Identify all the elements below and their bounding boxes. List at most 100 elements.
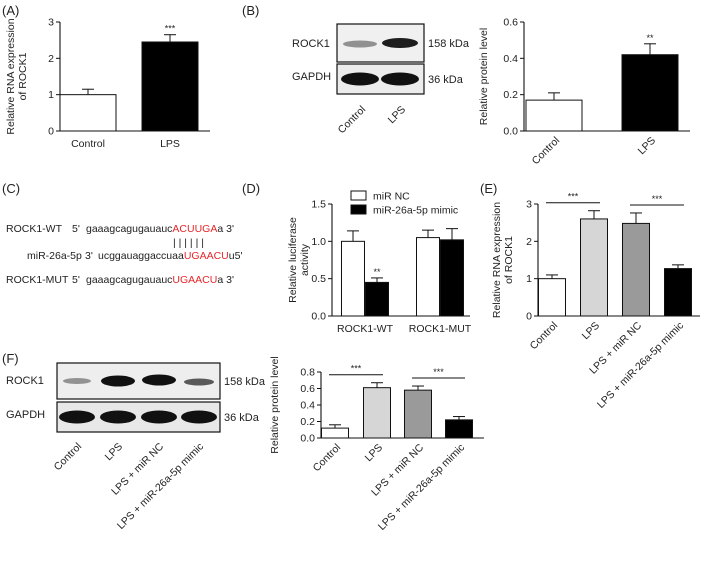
blot-b-lane-lps: LPS xyxy=(386,104,409,127)
legend-label: miR NC xyxy=(373,191,410,203)
y-tick-label: 1 xyxy=(48,89,54,101)
blot-b-row-gapdh: GAPDH xyxy=(292,71,331,83)
panel-label-c: (C) xyxy=(2,181,20,196)
y-tick-label: 0.0 xyxy=(311,311,326,323)
panel-label-b: (B) xyxy=(242,3,259,18)
blot-f-band-gapdh-lps xyxy=(100,410,136,424)
y-tick-label: 3 xyxy=(48,17,54,29)
bar xyxy=(440,239,464,317)
x-tick-label: ROCK1-WT xyxy=(337,323,394,335)
significance-mark: ** xyxy=(373,267,381,277)
blot-b-band-rock1-lps xyxy=(382,38,418,48)
y-tick-label: 1 xyxy=(526,273,532,285)
seq-mut-pre: gaaagcagugauauc xyxy=(86,274,172,286)
x-tick-label: Control xyxy=(71,138,105,150)
y-tick-label: 0.4 xyxy=(503,53,518,65)
blot-f-band-gapdh-mirnc xyxy=(141,410,177,424)
y-axis-title: of ROCK1 xyxy=(503,236,515,284)
x-tick-label: Control xyxy=(528,320,560,352)
y-axis-title: activity xyxy=(299,243,311,276)
bar xyxy=(365,281,389,317)
bar xyxy=(363,387,391,439)
y-tick-label: 0.0 xyxy=(503,126,518,138)
chart-a: 0 1 2 3 Relative RNA expression of ROCK1 Contr… xyxy=(5,17,210,150)
bar xyxy=(664,268,692,317)
bar xyxy=(141,41,199,132)
western-blot-f: ROCK1 GAPDH 158 kDa 36 kDa Control LPS L… xyxy=(6,362,266,532)
bar xyxy=(321,427,349,439)
legend-swatch xyxy=(350,204,367,215)
blot-f-band-gapdh-mimic xyxy=(181,410,217,424)
bar xyxy=(416,237,440,317)
y-axis-title: Relative luciferase xyxy=(287,217,299,303)
bar xyxy=(445,419,473,439)
chart-f: 0.0 0.2 0.4 0.6 0.8 Relative protein level Con… xyxy=(269,356,484,533)
seq-mir-name: miR-26a-5p xyxy=(27,250,82,262)
y-tick-label: 0.0 xyxy=(300,433,315,445)
sequence-alignment: ROCK1-WT 5' gaaagcagugauaucACUUGAa 3' | … xyxy=(6,223,242,286)
bar xyxy=(404,389,432,439)
x-tick-label: ROCK1-MUT xyxy=(409,323,472,335)
significance-mark: *** xyxy=(568,192,579,202)
blot-b-band-gapdh-control xyxy=(341,72,379,86)
blot-f-band-rock1-lps xyxy=(101,375,135,387)
x-tick-label: LPS + miR-26a-5p mimic xyxy=(376,442,467,533)
x-tick-label: Control xyxy=(530,135,562,167)
blot-f-row-gapdh: GAPDH xyxy=(6,409,45,421)
blot-f-band-rock1-control xyxy=(63,378,91,384)
seq-row-mir: miR-26a-5p 3' ucggauaggaccuaaUGAACUu5' xyxy=(27,250,242,262)
bar xyxy=(622,222,650,317)
seq-mut-name: ROCK1-MUT xyxy=(6,274,69,286)
y-tick-label: 0.5 xyxy=(311,273,326,285)
y-tick-label: 0.6 xyxy=(300,383,315,395)
y-axis-title: Relative RNA expression xyxy=(491,202,503,318)
legend-label: miR-26a-5p mimic xyxy=(373,205,458,217)
y-tick-label: 0.2 xyxy=(503,89,518,101)
panel-label-e: (E) xyxy=(480,181,497,196)
blot-f-lane-lps: LPS xyxy=(103,441,126,464)
seq-mut-prime: 5' xyxy=(72,274,80,286)
y-tick-label: 0.4 xyxy=(300,400,315,412)
significance-mark: *** xyxy=(351,364,362,374)
bar xyxy=(525,99,583,132)
y-tick-label: 0.2 xyxy=(300,416,315,428)
y-tick-label: 0 xyxy=(526,311,532,323)
x-tick-label: LPS xyxy=(636,135,659,158)
legend-swatch xyxy=(350,190,367,201)
y-axis-title: Relative protein level xyxy=(269,356,281,453)
y-tick-label: 2 xyxy=(526,236,532,248)
blot-f-size-gapdh: 36 kDa xyxy=(224,412,260,424)
blot-f-band-rock1-mimic xyxy=(184,378,214,386)
y-tick-label: 0.8 xyxy=(300,367,315,379)
panel-label-a: (A) xyxy=(2,3,19,18)
bar xyxy=(341,240,365,317)
panel-label-f: (F) xyxy=(2,351,19,366)
seq-wt-post: a 3' xyxy=(217,223,234,235)
chart-e: 0 1 2 3 Relative RNA expression of ROCK1 Contr… xyxy=(491,192,700,411)
y-tick-label: 2 xyxy=(48,53,54,65)
x-tick-label: LPS xyxy=(160,138,180,150)
seq-mir-site: UGAACU xyxy=(184,250,229,262)
y-tick-label: 1.5 xyxy=(311,199,326,211)
seq-wt-prime: 5' xyxy=(72,223,80,235)
seq-mir-pre: ucggauaggaccuaa xyxy=(98,250,184,262)
y-axis-title: Relative RNA expression xyxy=(5,18,17,134)
seq-wt-site: ACUUGA xyxy=(172,223,217,235)
blot-f-size-rock1: 158 kDa xyxy=(224,376,266,388)
significance-mark: *** xyxy=(433,367,444,377)
x-tick-label: LPS xyxy=(363,442,386,465)
bar xyxy=(621,54,679,132)
bar xyxy=(59,94,117,132)
western-blot-b: ROCK1 GAPDH 158 kDa 36 kDa Control LPS xyxy=(292,23,470,136)
y-tick-label: 1.0 xyxy=(311,236,326,248)
blot-b-lane-control: Control xyxy=(336,104,368,136)
seq-mir-post: u5' xyxy=(229,250,243,262)
seq-row-mut: ROCK1-MUT 5' gaaagcagugauaucUGAACUa 3' xyxy=(6,274,234,286)
seq-mir-prime: 3' xyxy=(85,250,93,262)
blot-b-band-rock1-control xyxy=(343,40,377,48)
y-tick-label: 0.6 xyxy=(503,17,518,29)
x-tick-label: LPS + miR-26a-5p mimic xyxy=(595,320,686,411)
blot-b-band-gapdh-lps xyxy=(381,72,419,86)
seq-mut-site: UGAACU xyxy=(172,274,217,286)
blot-f-band-rock1-mirnc xyxy=(142,374,176,386)
